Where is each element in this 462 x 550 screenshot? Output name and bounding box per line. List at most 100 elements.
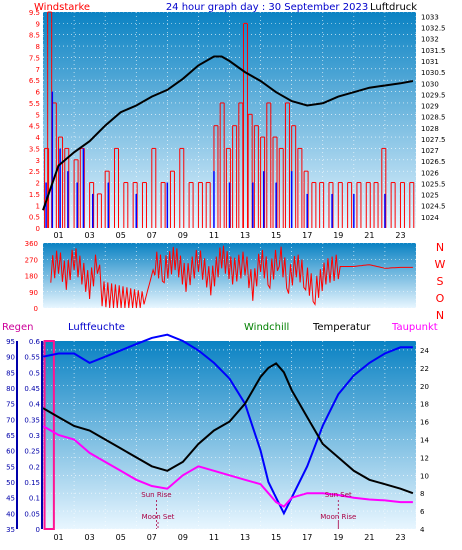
direction-tick-label: 90 <box>29 289 38 297</box>
rain-tick-label: 0.2 <box>29 463 40 471</box>
pressure-tick-label: 1026 <box>421 169 439 177</box>
rain-tick-label: 0.3 <box>29 432 40 440</box>
wind-tick-label: 2 <box>36 180 40 188</box>
hour-tick-label: 15 <box>271 533 281 542</box>
hour-tick-label: 07 <box>147 533 157 542</box>
rain-tick-label: 0.55 <box>24 354 40 362</box>
humidity-tick-label: 35 <box>6 526 15 534</box>
compass-label: W <box>435 258 446 271</box>
hour-tick-label: 03 <box>85 231 95 240</box>
hour-tick-label: 01 <box>53 533 63 542</box>
humidity-ticks: 95 90 85 80 75 70 65 60 55 50 45 40 35 <box>6 338 15 534</box>
hour-tick-label: 03 <box>85 533 95 542</box>
hour-tick-label: 17 <box>302 533 312 542</box>
pressure-tick-label: 1031 <box>421 58 439 66</box>
humidity-tick-label: 55 <box>6 463 15 471</box>
compass-label: N <box>436 241 444 254</box>
humidity-label: Luftfeuchte <box>68 322 125 333</box>
rain-tick-label: 0.5 <box>29 369 40 377</box>
direction-tick-label: 180 <box>25 273 38 281</box>
humidity-tick-label: 80 <box>6 385 15 393</box>
wind-tick-label: 2.5 <box>29 168 40 176</box>
temperature-tick-label: 24 <box>420 347 429 355</box>
direction-tick-label: 360 <box>25 240 38 248</box>
temperature-ticks: 24 22 20 18 16 14 12 10 8 6 4 <box>420 347 429 534</box>
event-label: Sun Rise <box>141 491 171 499</box>
rain-tick-label: 0.4 <box>29 401 41 409</box>
wind-tick-label: 4 <box>36 134 41 142</box>
hour-tick-label: 17 <box>302 231 312 240</box>
temperature-tick-label: 16 <box>420 419 429 427</box>
hour-tick-label: 23 <box>395 231 405 240</box>
pressure-tick-label: 1024 <box>421 214 439 222</box>
rain-ticks: 0.6 0.55 0.5 0.45 0.4 0.35 0.3 0.25 0.2 0.15 0.1 0.… <box>24 338 40 534</box>
hour-tick-label: 07 <box>147 231 157 240</box>
wind-tick-label: 1.5 <box>29 191 40 199</box>
wind-tick-label: 6.5 <box>29 77 40 85</box>
humidity-tick-label: 85 <box>6 369 15 377</box>
pressure-tick-label: 1032.5 <box>421 25 446 33</box>
rain-tick-label: 0.45 <box>24 385 40 393</box>
pressure-tick-label: 1028 <box>421 125 439 133</box>
wind-pressure-grid <box>42 11 417 229</box>
rain-tick-label: 0.25 <box>24 448 40 456</box>
wind-tick-label: 3 <box>36 157 40 165</box>
pressure-tick-label: 1033 <box>421 13 439 21</box>
hour-tick-label: 19 <box>333 231 343 240</box>
humidity-tick-label: 40 <box>6 510 15 518</box>
wind-gust-series <box>45 91 386 228</box>
hour-tick-label: 21 <box>364 231 374 240</box>
temperature-tick-label: 10 <box>420 472 429 480</box>
wind-tick-label: 1 <box>36 202 40 210</box>
pressure-tick-label: 1027.5 <box>421 136 446 144</box>
rain-tick-label: 0.35 <box>24 416 40 424</box>
rain-tick-label: 0.15 <box>24 479 40 487</box>
pressure-tick-label: 1031.5 <box>421 47 446 55</box>
hour-tick-label: 13 <box>240 231 250 240</box>
temperature-tick-label: 6 <box>420 508 425 516</box>
temperature-tick-label: 12 <box>420 454 429 462</box>
temperature-label: Temperatur <box>312 322 371 333</box>
temperature-tick-label: 8 <box>420 490 424 498</box>
humidity-tick-label: 65 <box>6 432 15 440</box>
humidity-tick-label: 45 <box>6 495 15 503</box>
temperature-tick-label: 4 <box>420 526 425 534</box>
wind-tick-label: 7.5 <box>29 54 40 62</box>
pressure-tick-label: 1029.5 <box>421 91 446 99</box>
hour-tick-label: 09 <box>178 231 188 240</box>
pressure-line <box>42 55 414 211</box>
wind-tick-label: 8.5 <box>29 32 40 40</box>
wind-tick-label: 9 <box>36 20 40 28</box>
rain-tick-label: 0.6 <box>29 338 41 346</box>
wind-axis-label: Windstarke <box>34 2 90 13</box>
pressure-tick-label: 1027 <box>421 147 439 155</box>
humidity-tick-label: 75 <box>6 401 15 409</box>
hour-tick-label: 11 <box>209 231 219 240</box>
temperature-line <box>42 362 414 495</box>
wind-tick-label: 4.5 <box>29 123 40 131</box>
astro-events: Sun Rise Moon Set Sun Set Moon Rise <box>141 491 356 529</box>
hour-ticks-top: 01 03 05 07 09 11 13 15 17 19 21 23 <box>53 231 405 240</box>
event-label: Moon Rise <box>320 513 356 521</box>
pressure-tick-label: 1025 <box>421 192 439 200</box>
temperature-tick-label: 18 <box>420 401 429 409</box>
rain-label: Regen <box>2 322 34 333</box>
pressure-tick-label: 1028.5 <box>421 114 446 122</box>
compass-label: O <box>436 292 445 305</box>
hour-tick-label: 15 <box>271 231 281 240</box>
pressure-tick-label: 1030.5 <box>421 69 446 77</box>
rain-tick-label: 0.1 <box>29 495 40 503</box>
hour-tick-label: 05 <box>116 533 126 542</box>
hour-ticks-bottom: 01 03 05 07 09 11 13 15 17 19 21 23 <box>53 533 405 542</box>
windchill-label: Windchill <box>244 322 289 333</box>
wind-tick-label: 0.5 <box>29 214 40 222</box>
hour-tick-label: 11 <box>209 533 219 542</box>
humidity-tick-label: 90 <box>6 354 15 362</box>
compass-label: S <box>437 275 444 288</box>
wind-tick-label: 5.5 <box>29 100 40 108</box>
event-label: Moon Set <box>142 513 175 521</box>
hour-tick-label: 23 <box>395 533 405 542</box>
direction-tick-label: 0 <box>34 305 38 313</box>
